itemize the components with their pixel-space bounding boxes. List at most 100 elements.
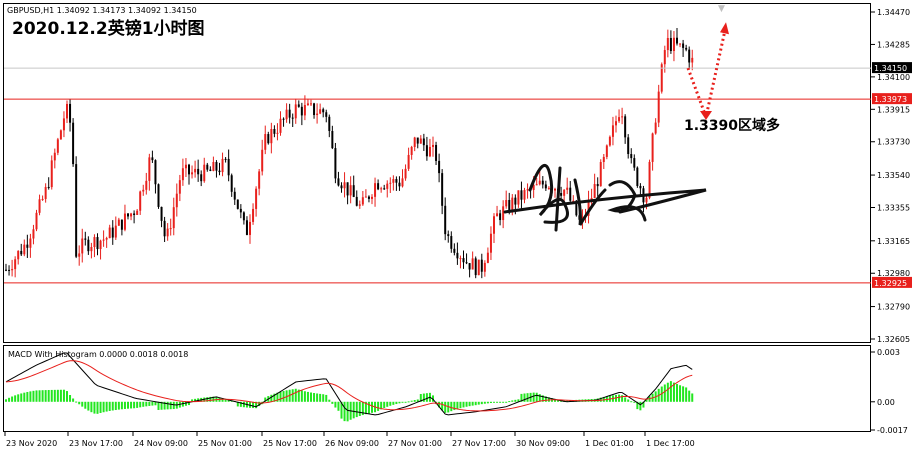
macd-histogram-bar xyxy=(639,401,642,411)
macd-histogram-bar xyxy=(676,384,678,402)
macd-histogram-bar xyxy=(462,401,465,408)
candle-body xyxy=(407,154,410,169)
candle-body xyxy=(590,197,593,201)
macd-histogram-bar xyxy=(117,401,120,410)
candle-body xyxy=(288,109,291,118)
candle-body xyxy=(608,136,611,146)
candle-body xyxy=(249,221,251,235)
price-tick-label: 1.33540 xyxy=(877,171,910,180)
candle-body xyxy=(224,158,227,160)
macd-histogram-bar xyxy=(538,394,541,402)
macd-histogram-bar xyxy=(108,401,111,411)
candle-body xyxy=(334,148,337,179)
price-tag xyxy=(872,93,912,105)
candle-body xyxy=(560,193,563,196)
candle-body xyxy=(252,208,255,222)
macd-histogram-bar xyxy=(148,401,151,406)
candle-body xyxy=(319,109,322,114)
candle-body xyxy=(444,205,447,235)
candle-body xyxy=(663,50,666,65)
scroll-marker[interactable]: ▼ xyxy=(718,4,725,14)
candle-body xyxy=(294,104,297,119)
candle-body xyxy=(419,138,422,144)
forecast-arrowhead-up xyxy=(720,22,729,35)
candle-body xyxy=(258,171,261,189)
price-tick-label: 1.34470 xyxy=(877,8,910,17)
macd-histogram-bar xyxy=(47,390,50,402)
macd-histogram-bar xyxy=(81,401,84,407)
macd-histogram-bar xyxy=(273,393,276,402)
macd-histogram-bar xyxy=(23,392,26,402)
macd-histogram-bar xyxy=(11,396,14,402)
candle-body xyxy=(432,144,434,147)
macd-panel xyxy=(3,345,871,432)
candle-body xyxy=(17,250,20,260)
candle-body xyxy=(44,186,47,199)
candle-body xyxy=(209,169,212,171)
candle-body xyxy=(41,198,44,200)
candle-body xyxy=(331,130,334,149)
candle-body xyxy=(669,37,672,52)
macd-histogram-bar xyxy=(285,390,288,402)
macd-histogram-bar xyxy=(14,395,17,402)
candle-body xyxy=(8,269,11,271)
time-tick-label: 25 Nov 17:00 xyxy=(263,439,317,448)
price-tick-label: 1.34100 xyxy=(877,73,910,82)
macd-histogram-bar xyxy=(456,401,459,410)
macd-histogram-bar xyxy=(645,399,648,402)
candle-body xyxy=(380,188,383,190)
candle-body xyxy=(117,219,120,226)
price-axis: 1.34470 1.34285 1.34100 1.33915 1.33730 1.335… xyxy=(871,8,910,344)
macd-histogram-bar xyxy=(480,401,483,405)
candle-body xyxy=(29,238,32,248)
candle-body xyxy=(221,158,224,173)
macd-histogram-bar xyxy=(142,401,145,407)
candle-body xyxy=(175,193,178,208)
macd-histogram-bar xyxy=(130,401,133,409)
current-price-tag xyxy=(872,62,912,74)
macd-histogram-bar xyxy=(236,401,239,407)
macd-tick-label: 0.003 xyxy=(877,348,900,357)
macd-histogram-bar xyxy=(685,387,688,402)
candle-body xyxy=(541,180,544,185)
candle-body xyxy=(645,197,648,203)
candle-body xyxy=(87,239,90,252)
candle-body xyxy=(489,233,492,253)
candle-body xyxy=(264,134,267,150)
candle-body xyxy=(75,164,78,257)
candle-body xyxy=(148,157,151,181)
macd-histogram-bar xyxy=(242,401,245,408)
candle-body xyxy=(657,91,660,123)
candle-body xyxy=(166,228,169,237)
macd-histogram-bar xyxy=(41,390,44,402)
macd-histogram-bar xyxy=(160,401,163,410)
macd-histogram-bar xyxy=(169,401,172,410)
candle-body xyxy=(111,227,114,238)
candle-body xyxy=(480,259,483,272)
macd-histogram-bar xyxy=(166,401,169,410)
macd-histogram-bar xyxy=(297,389,300,402)
candle-body xyxy=(276,132,279,134)
candle-body xyxy=(441,173,444,206)
candle-body xyxy=(136,210,139,215)
time-tick-label: 24 Nov 09:00 xyxy=(134,439,188,448)
candle-body xyxy=(145,180,148,190)
candle-body xyxy=(447,234,450,237)
macd-histogram-bar xyxy=(419,393,422,402)
candlestick-series xyxy=(5,27,694,279)
macd-histogram-bar xyxy=(294,388,297,402)
candle-body xyxy=(316,113,319,116)
candle-body xyxy=(563,189,566,196)
time-tick-label: 27 Nov 17:00 xyxy=(452,439,506,448)
macd-histogram-bar xyxy=(343,401,346,422)
candle-body xyxy=(84,238,87,240)
macd-histogram-bar xyxy=(279,391,282,402)
candle-body xyxy=(413,137,416,147)
macd-histogram-bar xyxy=(105,401,108,412)
macd-histogram-bar xyxy=(352,401,355,419)
macd-histogram-bar xyxy=(544,396,547,402)
macd-histogram-bar xyxy=(139,401,142,408)
macd-histogram-bar xyxy=(145,401,148,407)
candle-body xyxy=(105,238,108,240)
macd-histogram-bar xyxy=(66,391,68,402)
